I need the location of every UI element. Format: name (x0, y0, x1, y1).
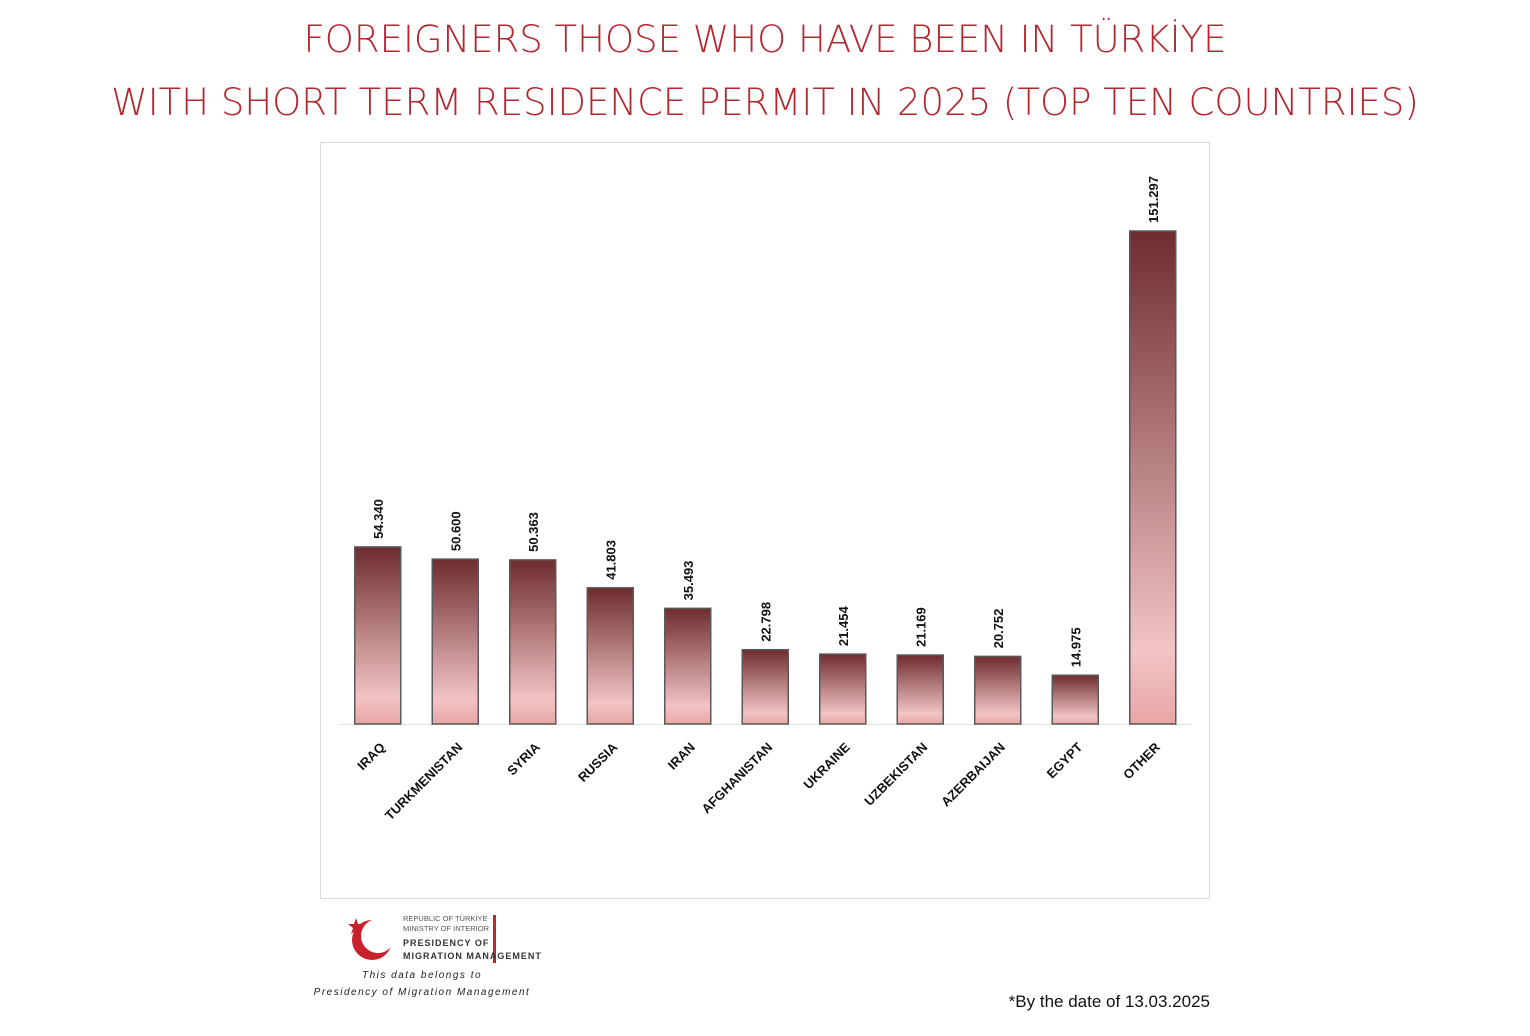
bar (354, 546, 402, 725)
logo: REPUBLIC OF TÜRKİYE MINISTRY OF INTERIOR… (314, 914, 542, 998)
value-label: 14.975 (1068, 627, 1083, 667)
value-label: 22.798 (758, 602, 773, 642)
source-note: Presidency of Migration Management (314, 987, 531, 998)
bar (1129, 230, 1177, 725)
chart-title: FOREIGNERS THOSE WHO HAVE BEEN IN TÜRKİY… (303, 17, 1226, 61)
value-label: 151.297 (1146, 176, 1161, 223)
value-label: 35.493 (681, 561, 696, 601)
value-label: 21.169 (913, 607, 928, 647)
value-label: 21.454 (836, 606, 851, 647)
value-label: 54.340 (371, 499, 386, 539)
logo-text: MIGRATION MANAGEMENT (403, 951, 542, 961)
logo-mark (361, 919, 395, 953)
value-label: 41.803 (603, 540, 618, 580)
logo-star (348, 918, 364, 934)
bar (664, 607, 712, 725)
chart-title: WITH SHORT TERM RESIDENCE PERMIT IN 2025… (111, 81, 1419, 124)
bar (586, 587, 634, 725)
value-label: 50.363 (526, 512, 541, 552)
logo-text: PRESIDENCY OF (403, 938, 489, 948)
bar (1051, 674, 1099, 725)
footnote: *By the date of 13.03.2025 (1009, 992, 1210, 1011)
bar (974, 655, 1022, 725)
bar (741, 648, 789, 725)
logo-text: MINISTRY OF INTERIOR (403, 924, 490, 933)
logo-bar (493, 915, 496, 963)
plot-frame (320, 142, 1210, 899)
bar (509, 559, 557, 725)
bar (431, 558, 479, 725)
value-label: 50.600 (448, 511, 463, 551)
bar (819, 653, 867, 725)
value-label: 20.752 (991, 609, 1006, 649)
source-note: This data belongs to (362, 970, 482, 981)
bar (896, 654, 944, 725)
logo-text: REPUBLIC OF TÜRKİYE (403, 914, 487, 923)
